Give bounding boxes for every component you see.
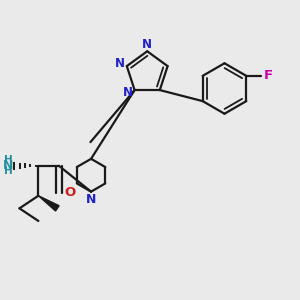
Text: N: N xyxy=(115,57,125,70)
Text: F: F xyxy=(264,69,273,82)
Text: H: H xyxy=(4,167,13,176)
Text: O: O xyxy=(64,186,76,199)
Text: N: N xyxy=(123,86,133,99)
Text: N: N xyxy=(3,159,13,172)
Polygon shape xyxy=(38,196,59,211)
Text: N: N xyxy=(86,193,96,206)
Text: N: N xyxy=(142,38,152,52)
Text: H: H xyxy=(4,155,13,165)
